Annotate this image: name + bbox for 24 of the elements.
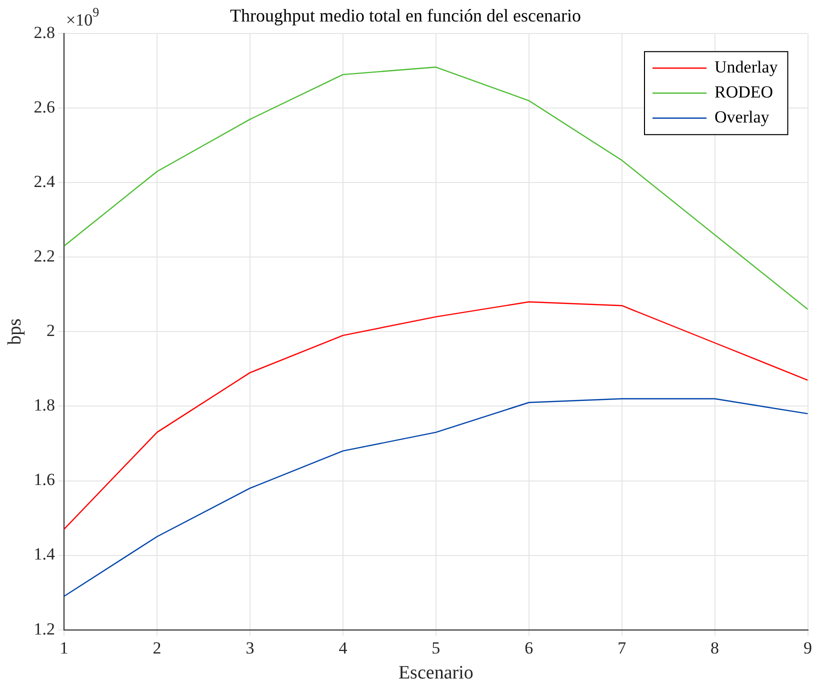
x-tick-label: 9 bbox=[804, 638, 812, 658]
x-tick-label: 4 bbox=[338, 638, 348, 658]
y-axis-title: bps bbox=[4, 318, 26, 345]
legend-label: Underlay bbox=[714, 58, 778, 77]
y-tick-label: 2.4 bbox=[34, 172, 56, 192]
x-tick-label: 3 bbox=[246, 638, 254, 658]
y-tick-label: 1.4 bbox=[34, 544, 56, 564]
x-axis-title: Escenario bbox=[398, 662, 474, 684]
x-tick-label: 8 bbox=[710, 638, 720, 658]
y-tick-label: 2 bbox=[46, 321, 56, 340]
y-tick-label: 1.2 bbox=[34, 619, 56, 638]
x-tick-label: 5 bbox=[432, 638, 440, 658]
x-tick-label: 6 bbox=[524, 638, 534, 658]
legend-label: RODEO bbox=[714, 82, 774, 102]
legend-label: Overlay bbox=[714, 108, 770, 127]
x-tick-label: 1 bbox=[60, 638, 68, 658]
y-tick-label: 2.2 bbox=[34, 246, 56, 266]
y-tick-label: 1.8 bbox=[34, 396, 56, 415]
x-tick-label: 7 bbox=[618, 638, 627, 658]
y-tick-label: 1.6 bbox=[34, 470, 56, 490]
chart-title: Throughput medio total en función del escenario bbox=[230, 6, 581, 26]
y-tick-label: 2.8 bbox=[34, 23, 56, 42]
x-tick-label: 2 bbox=[152, 638, 162, 658]
y-tick-label: 2.6 bbox=[34, 98, 56, 117]
